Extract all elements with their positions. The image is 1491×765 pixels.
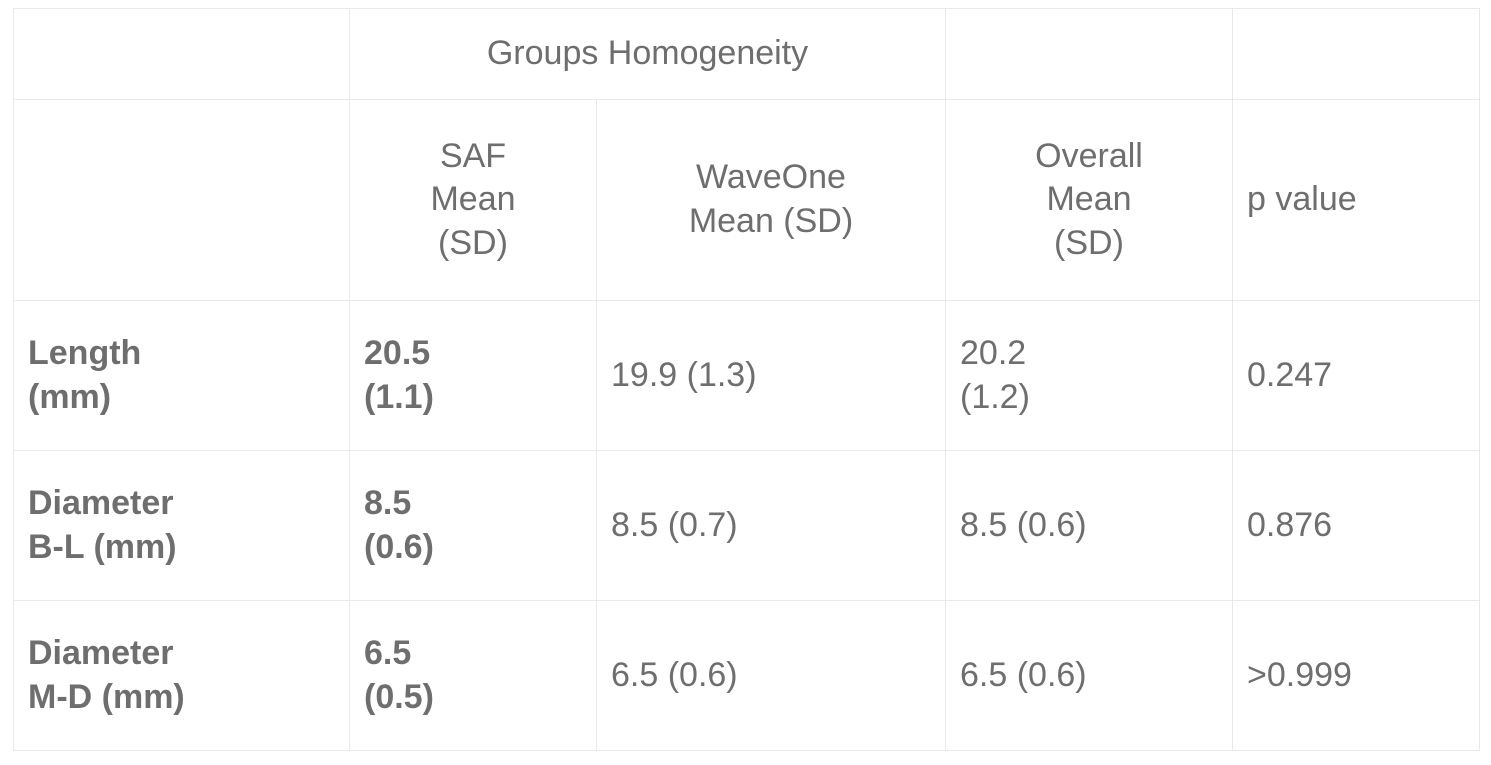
header-overall-line2: Mean [1046,180,1132,219]
row-label-diameter-bl: Diameter B-L (mm) [13,450,350,601]
header-groups-homogeneity: Groups Homogeneity [349,8,946,100]
cell-length-waveone: 19.9 (1.3) [596,300,946,451]
cell-length-overall-line1: 20.2 [960,333,1027,372]
header-overall-line3: (SD) [1054,223,1124,262]
cell-diameter-bl-waveone: 8.5 (0.7) [596,450,946,601]
header-p-value: p value [1232,99,1480,301]
table-row: Diameter M-D (mm) 6.5 (0.5) 6.5 (0.6) 6.… [13,600,1480,751]
cell-diameter-md-saf-line1: 6.5 [364,633,412,672]
header-saf-line1: SAF [439,136,507,175]
cell-diameter-bl-saf: 8.5 (0.6) [349,450,597,601]
header-waveone-mean-sd: WaveOne Mean (SD) [596,99,946,301]
header-overall-line1: Overall [1035,136,1143,175]
header-waveone-line1: WaveOne [696,158,846,197]
cell-length-pvalue: 0.247 [1232,300,1480,451]
cell-diameter-bl-saf-line1: 8.5 [364,483,412,522]
header-measure-blank [13,99,350,301]
row-label-diameter-bl-line1: Diameter [28,483,174,522]
cell-length-overall: 20.2 (1.2) [945,300,1233,451]
table-container: Groups Homogeneity SAF Mean (SD) WaveOne… [13,8,1480,751]
row-label-diameter-md: Diameter M-D (mm) [13,600,350,751]
table-row: Diameter B-L (mm) 8.5 (0.6) 8.5 (0.7) 8.… [13,450,1480,601]
header-waveone-line2: Mean (SD) [688,202,854,240]
header-saf-mean-sd: SAF Mean (SD) [349,99,597,301]
cell-length-saf-line1: 20.5 [364,333,431,372]
cell-diameter-md-saf: 6.5 (0.5) [349,600,597,751]
cell-length-saf: 20.5 (1.1) [349,300,597,451]
cell-length-saf-line2: (1.1) [364,377,434,416]
cell-diameter-bl-pvalue: 0.876 [1232,450,1480,601]
header-blank-pvalue [1232,8,1480,100]
header-blank-overall [945,8,1233,100]
row-label-diameter-md-line2: M-D (mm) [28,677,185,716]
groups-homogeneity-table: Groups Homogeneity SAF Mean (SD) WaveOne… [13,8,1480,751]
header-corner-blank [13,8,350,100]
row-label-diameter-md-line1: Diameter [28,633,174,672]
table-row: Length (mm) 20.5 (1.1) 19.9 (1.3) 20.2 (… [13,300,1480,451]
cell-diameter-md-saf-line2: (0.5) [364,677,434,716]
table-header-row-group: Groups Homogeneity [13,8,1480,100]
cell-diameter-md-waveone: 6.5 (0.6) [596,600,946,751]
header-saf-line3: (SD) [438,223,508,262]
row-label-length-line2: (mm) [28,377,112,416]
row-label-length-line1: Length [28,333,142,372]
cell-diameter-bl-overall: 8.5 (0.6) [945,450,1233,601]
cell-length-overall-line2: (1.2) [960,377,1030,416]
header-saf-line2: Mean [430,180,516,219]
cell-diameter-md-pvalue: >0.999 [1232,600,1480,751]
row-label-length: Length (mm) [13,300,350,451]
cell-diameter-md-overall: 6.5 (0.6) [945,600,1233,751]
table-header-row-columns: SAF Mean (SD) WaveOne Mean (SD) Overall … [13,99,1480,301]
header-overall-mean-sd: Overall Mean (SD) [945,99,1233,301]
row-label-diameter-bl-line2: B-L (mm) [28,527,177,566]
cell-diameter-bl-saf-line2: (0.6) [364,527,434,566]
